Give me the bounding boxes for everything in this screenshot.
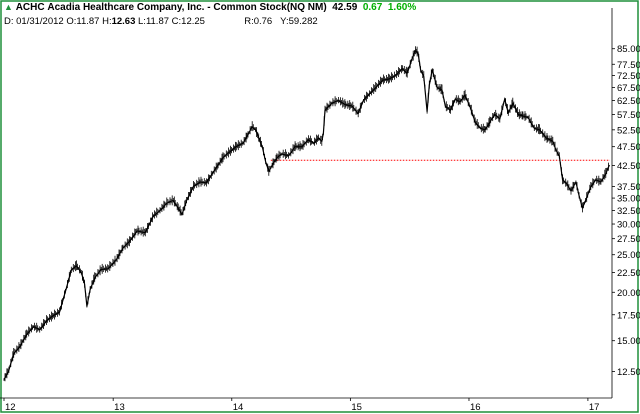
low-label: L: xyxy=(138,16,146,27)
ticker-symbol: ACHC xyxy=(15,2,45,13)
x-tick-label: 16 xyxy=(470,402,481,413)
chart-title: ▲ ACHC Acadia Healthcare Company, Inc. -… xyxy=(4,2,416,13)
y-tick-label: 57.50 xyxy=(617,110,640,121)
y-tick-label: 12.50 xyxy=(617,367,640,378)
r-label: R: xyxy=(244,16,254,27)
y-tick-label: 77.50 xyxy=(617,60,640,71)
close-value: 12.25 xyxy=(181,16,205,27)
price-series-line xyxy=(3,50,610,380)
close-label: C: xyxy=(171,16,182,27)
x-tick-label: 13 xyxy=(114,402,125,413)
x-tick-label: 15 xyxy=(351,402,362,413)
y-tick-label: 17.50 xyxy=(617,310,640,321)
y-value: 59.282 xyxy=(288,16,318,27)
symbol-badge-icon: ▲ xyxy=(4,2,13,12)
y-tick-label: 27.50 xyxy=(617,234,640,245)
open-value: 11.87 xyxy=(76,16,100,27)
y-tick-label: 62.50 xyxy=(617,96,640,107)
last-price: 42.59 xyxy=(332,2,358,13)
y-tick-label: 30.00 xyxy=(617,220,640,231)
y-tick-label: 72.50 xyxy=(617,71,640,82)
price-change: 0.67 xyxy=(362,2,383,13)
y-tick-label: 25.00 xyxy=(617,250,640,261)
y-tick-label: 85.00 xyxy=(617,44,640,55)
low-value: 11.87 xyxy=(145,16,170,27)
x-tick-label: 12 xyxy=(5,402,16,413)
open-label: O: xyxy=(66,16,77,27)
high-value: 12.63 xyxy=(111,16,136,27)
date-value: 01/31/2012 xyxy=(16,16,64,27)
y-tick-label: 42.50 xyxy=(617,161,640,172)
y-tick-label: 32.50 xyxy=(617,206,640,217)
ohlc-readout: D: 01/31/2012 O:11.87 H:12.63 L:11.87 C:… xyxy=(4,16,318,27)
company-name: Acadia Healthcare Company, Inc. - Common… xyxy=(47,2,327,13)
y-tick-label: 52.50 xyxy=(617,125,640,136)
y-label: Y: xyxy=(280,16,289,27)
y-tick-label: 35.00 xyxy=(617,194,640,205)
y-tick-label: 20.00 xyxy=(617,288,640,299)
date-label: D: xyxy=(4,16,14,27)
x-tick-label: 14 xyxy=(233,402,244,413)
x-tick-label: 17 xyxy=(589,402,600,413)
price-change-pct: 1.60% xyxy=(387,2,417,13)
y-tick-label: 37.50 xyxy=(617,182,640,193)
y-tick-label: 47.50 xyxy=(617,142,640,153)
high-label: H: xyxy=(102,16,112,27)
r-value: 0.76 xyxy=(253,16,273,27)
y-tick-label: 22.50 xyxy=(617,268,640,279)
y-tick-label: 15.00 xyxy=(617,336,640,347)
y-tick-label: 67.50 xyxy=(617,83,640,94)
